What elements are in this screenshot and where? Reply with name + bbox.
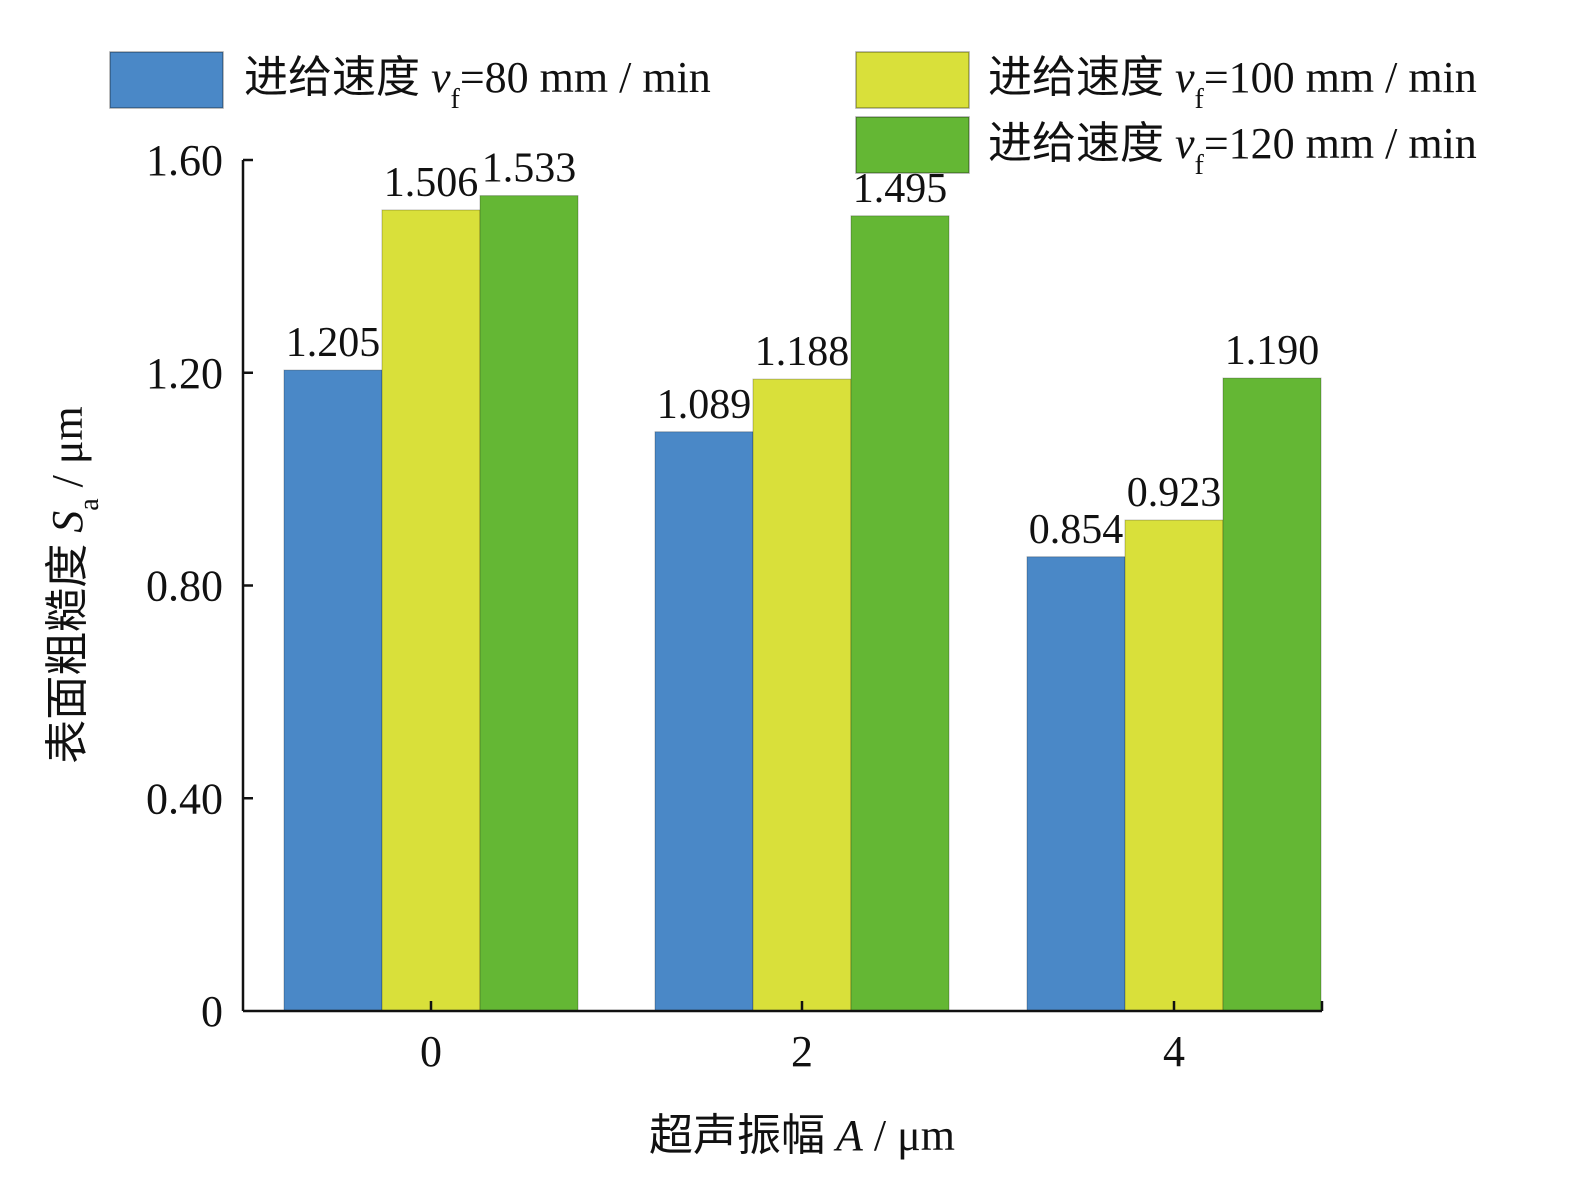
data-label: 1.205 (286, 320, 381, 366)
data-label: 1.089 (657, 382, 752, 428)
x-tick-label: 2 (791, 1027, 813, 1076)
legend-swatch (855, 116, 970, 174)
x-axis-title-unit: / μm (863, 1111, 955, 1160)
y-axis-title-prefix: 表面粗糙度 (43, 533, 92, 764)
legend-label: 进给速度 vf=100 mm / min (988, 53, 1477, 115)
data-label: 1.188 (755, 329, 850, 375)
data-label: 1.533 (482, 146, 577, 192)
bar-series-2-cat-4 (1124, 519, 1224, 1012)
legend-item-2: 进给速度 vf=100 mm / min (855, 51, 1477, 115)
data-label: 1.190 (1225, 328, 1320, 374)
bar-group-4 (1026, 377, 1322, 1012)
bar-series-1-cat-2 (654, 431, 754, 1012)
bar-series-1-cat-4 (1026, 556, 1126, 1012)
legend-label: 进给速度 vf=120 mm / min (988, 119, 1477, 181)
y-tick-label: 1.20 (146, 349, 223, 398)
y-axis-title-subscript: a (74, 498, 105, 511)
legend-swatch (109, 51, 224, 109)
data-label: 1.506 (384, 160, 479, 206)
bar-group-2 (654, 215, 950, 1012)
legend-item-1: 进给速度 vf=80 mm / min (109, 51, 711, 115)
y-tick-label: 0.80 (146, 562, 223, 611)
x-tick-label: 0 (420, 1027, 442, 1076)
data-label: 0.854 (1029, 507, 1124, 553)
bar-series-2-cat-0 (381, 209, 481, 1012)
bar-series-3-cat-2 (850, 215, 950, 1012)
x-axis-title-prefix: 超声振幅 (649, 1111, 836, 1160)
y-tick-label: 1.60 (146, 136, 223, 185)
y-tick-label: 0 (201, 987, 223, 1036)
x-axis-title: 超声振幅 A / μm (649, 1111, 955, 1160)
x-ticks: 0 2 4 (420, 1001, 1324, 1076)
y-ticks: 0 0.40 0.80 1.20 1.60 (146, 136, 253, 1036)
y-tick-label: 0.40 (146, 774, 223, 823)
bar-series-3-cat-4 (1222, 377, 1322, 1012)
x-axis-title-variable: A (833, 1111, 864, 1160)
legend: 进给速度 vf=80 mm / min 进给速度 vf=100 mm / min进… (109, 51, 1477, 181)
bar-series-3-cat-0 (479, 195, 579, 1012)
bar-group-0 (283, 195, 579, 1012)
x-tick-label: 4 (1163, 1027, 1185, 1076)
legend-label: 进给速度 vf=80 mm / min (244, 53, 711, 115)
y-axis-title: 表面粗糙度 Sa / μm (43, 406, 105, 763)
data-label: 1.495 (853, 166, 948, 212)
bar-series-2-cat-2 (752, 378, 852, 1012)
y-axis-title-unit: / μm (43, 406, 92, 498)
legend-item-3: 进给速度 vf=120 mm / min (855, 116, 1477, 181)
data-label: 0.923 (1127, 470, 1222, 516)
bar-groups (283, 195, 1322, 1012)
y-axis-title-variable: S (43, 511, 92, 533)
bar-series-1-cat-0 (283, 369, 383, 1012)
legend-swatch (855, 51, 970, 109)
